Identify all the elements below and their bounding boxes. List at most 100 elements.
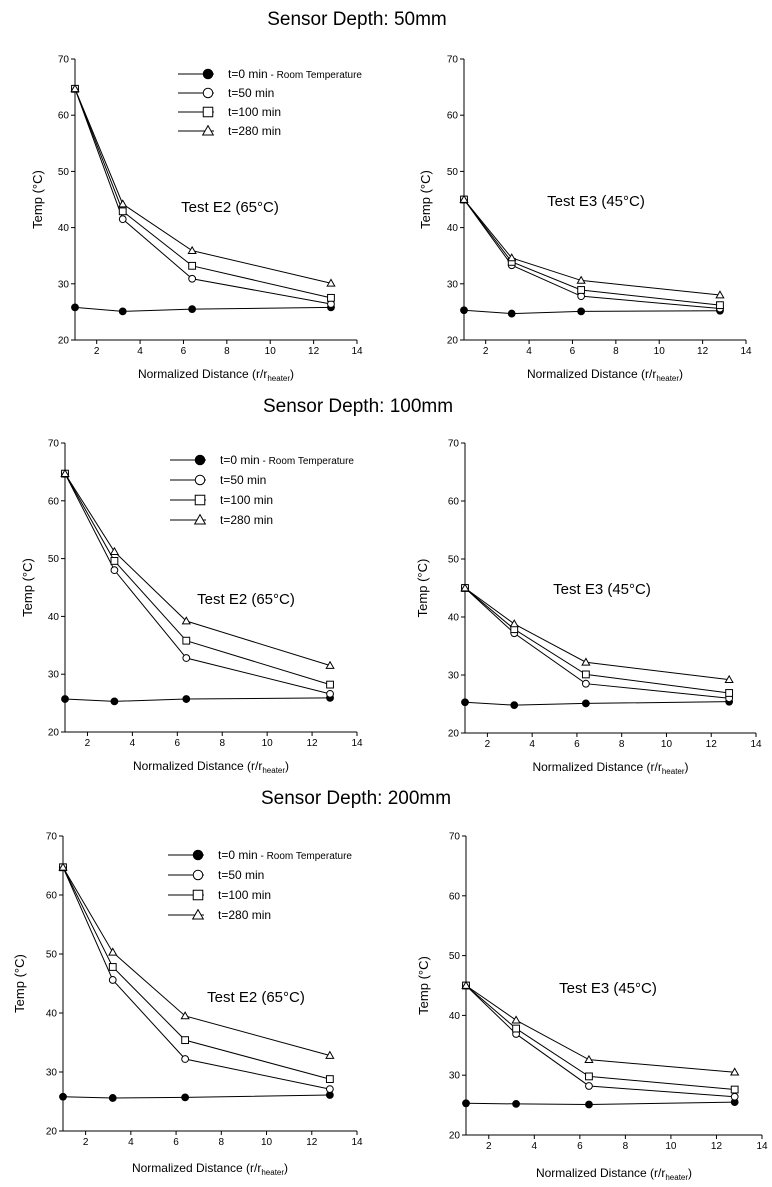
data-point: [585, 1100, 593, 1109]
legend-label: t=0 min - Room Temperature: [220, 453, 354, 467]
chart-panel-2: 20 30 40 50 60 70 2 4 6 8 10 12 14 Temp (°C) Normalize…: [418, 55, 752, 384]
y-tick-label: 20: [46, 1127, 58, 1138]
data-point: [182, 695, 191, 703]
y-tick-label: 60: [48, 496, 60, 507]
series-line: [62, 1094, 330, 1099]
x-tick-label: 12: [307, 738, 319, 749]
y-tick-label: 70: [448, 439, 460, 450]
data-point: [507, 253, 517, 262]
y-axis-label: Temp (°C): [418, 170, 433, 229]
series-1: [61, 693, 334, 706]
data-point: [584, 1054, 594, 1064]
x-tick-label: 4: [128, 1137, 134, 1148]
series-line: [64, 473, 331, 686]
series-2: [460, 195, 724, 313]
charts-layer: 20 30 40 50 60 70 2 4 6 8 10 12 14 Temp (°C) Normalize…: [12, 55, 768, 1183]
y-tick-label: 60: [449, 891, 461, 902]
x-tick-label: 10: [661, 739, 673, 750]
data-point: [581, 699, 590, 708]
series-line: [62, 867, 330, 1090]
x-tick-label: 10: [262, 738, 274, 749]
test-label: Test E2 (65°C): [181, 199, 279, 216]
x-tick-label: 12: [306, 1137, 318, 1148]
series-4: [58, 862, 335, 1059]
series-line: [463, 199, 721, 306]
legend-marker: [202, 106, 214, 118]
legend: t=0 min - Room Temperature t=50 min t=100 …: [170, 453, 354, 527]
y-tick-label: 60: [447, 111, 459, 122]
data-point: [730, 1092, 739, 1101]
x-axis-label: Normalized Distance (r/rheater): [527, 367, 683, 383]
legend-marker: [192, 849, 204, 861]
data-point: [181, 1036, 190, 1045]
legend-marker: [193, 513, 207, 525]
series-1: [59, 1091, 334, 1102]
x-tick-label: 10: [261, 1137, 273, 1148]
y-tick-label: 40: [46, 1009, 58, 1020]
x-tick-label: 6: [175, 738, 181, 749]
y-tick-label: 40: [449, 1011, 461, 1022]
series-line: [64, 473, 331, 695]
test-label: Test E3 (45°C): [553, 581, 651, 598]
data-point: [108, 1094, 117, 1102]
x-tick-label: 12: [711, 1141, 723, 1152]
y-tick-label: 40: [448, 613, 460, 624]
data-point: [730, 1085, 739, 1094]
x-tick-label: 14: [351, 738, 363, 749]
data-point: [70, 83, 80, 93]
test-label: Test E2 (65°C): [207, 989, 305, 1006]
y-tick-label: 50: [48, 554, 60, 565]
data-point: [182, 636, 191, 645]
legend-label: t=280 min: [228, 124, 281, 138]
legend-label: t=0 min - Room Temperature: [228, 67, 362, 81]
data-point: [326, 278, 336, 287]
data-point: [325, 660, 335, 669]
legend-label: t=0 min - Room Temperature: [218, 848, 352, 862]
data-point: [188, 261, 197, 270]
legend-label: t=100 min: [228, 105, 281, 119]
series-line: [464, 587, 730, 694]
data-point: [725, 689, 734, 697]
y-tick-label: 30: [48, 670, 60, 681]
data-point: [118, 215, 127, 224]
data-point: [462, 1099, 470, 1108]
data-point: [509, 619, 519, 628]
y-tick-label: 40: [447, 223, 459, 234]
chart-panel-1: 20 30 40 50 60 70 2 4 6 8 10 12 14 Temp (°C) Normalize…: [30, 55, 363, 384]
y-tick-label: 60: [46, 891, 58, 902]
data-point: [510, 701, 519, 710]
x-tick-label: 12: [308, 346, 320, 357]
series-line: [463, 199, 721, 296]
series-4: [459, 194, 725, 299]
data-point: [585, 1082, 593, 1090]
data-point: [71, 303, 79, 312]
y-tick-label: 30: [447, 279, 459, 290]
data-point: [461, 698, 469, 707]
data-point: [109, 546, 120, 556]
legend-marker: [202, 68, 214, 80]
legend-label: t=50 min: [228, 86, 274, 100]
y-axis-label: Temp (°C): [415, 559, 430, 618]
data-point: [110, 697, 119, 706]
data-point: [715, 290, 725, 299]
y-tick-label: 50: [58, 167, 70, 178]
x-tick-label: 4: [532, 1141, 538, 1152]
legend: t=0 min - Room Temperature t=50 min t=100 …: [168, 848, 352, 922]
series-4: [460, 583, 734, 683]
legend-marker: [194, 494, 206, 506]
x-tick-label: 2: [94, 346, 100, 357]
y-tick-label: 50: [447, 167, 459, 178]
x-tick-label: 12: [706, 739, 718, 750]
x-tick-label: 8: [619, 739, 625, 750]
y-tick-label: 20: [448, 729, 460, 740]
data-point: [459, 194, 469, 203]
data-point: [108, 947, 118, 956]
data-point: [118, 199, 128, 208]
x-tick-label: 10: [665, 1141, 677, 1152]
series-line: [465, 1101, 735, 1106]
data-point: [188, 305, 197, 313]
x-tick-label: 6: [173, 1137, 179, 1148]
x-tick-label: 10: [265, 346, 277, 357]
data-point: [327, 293, 335, 302]
